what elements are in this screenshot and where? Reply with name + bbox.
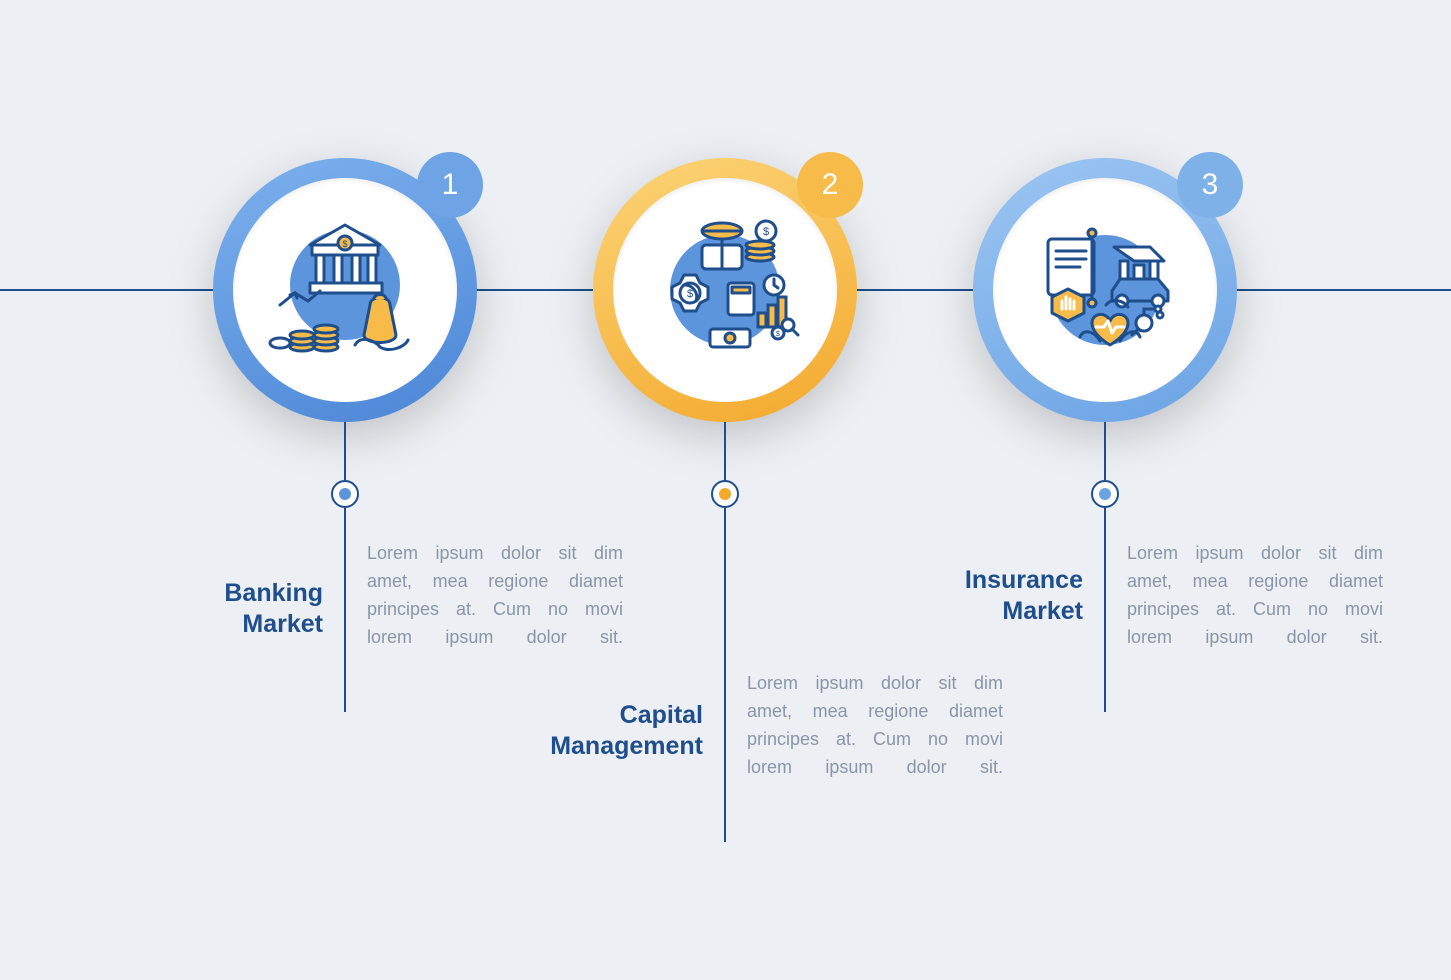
infographic-item-3: 3Insurance MarketLorem ipsum dolor sit d… <box>935 158 1275 422</box>
item-title: Insurance Market <box>913 565 1083 628</box>
infographic-item-2: 2Capital ManagementLorem ipsum dolor sit… <box>555 158 895 422</box>
item-body: Lorem ipsum dolor sit dim amet, mea regi… <box>367 540 623 652</box>
infographic-item-1: 1Banking MarketLorem ipsum dolor sit dim… <box>175 158 515 422</box>
capital-icon <box>640 205 810 375</box>
insurance-icon <box>1020 205 1190 375</box>
bank-icon <box>260 205 430 375</box>
ring-core <box>1007 192 1203 388</box>
connector-dot-inner <box>339 488 351 500</box>
circle-2: 2 <box>593 158 857 422</box>
connector-dot <box>331 480 359 508</box>
ring-core <box>627 192 823 388</box>
stem-line <box>344 422 346 712</box>
number-badge: 3 <box>1177 152 1243 218</box>
item-body: Lorem ipsum dolor sit dim amet, mea regi… <box>1127 540 1383 652</box>
circle-1: 1 <box>213 158 477 422</box>
connector-dot-inner <box>719 488 731 500</box>
circle-3: 3 <box>973 158 1237 422</box>
item-body: Lorem ipsum dolor sit dim amet, mea regi… <box>747 670 1003 782</box>
item-title: Banking Market <box>153 578 323 641</box>
item-title: Capital Management <box>533 700 703 763</box>
stem-line <box>1104 422 1106 712</box>
connector-dot-inner <box>1099 488 1111 500</box>
number-badge: 1 <box>417 152 483 218</box>
connector-dot <box>1091 480 1119 508</box>
number-badge: 2 <box>797 152 863 218</box>
connector-dot <box>711 480 739 508</box>
ring-core <box>247 192 443 388</box>
infographic-stage: 1 Banking Market Lorem ipsum dolor sit dim… <box>0 0 1451 980</box>
